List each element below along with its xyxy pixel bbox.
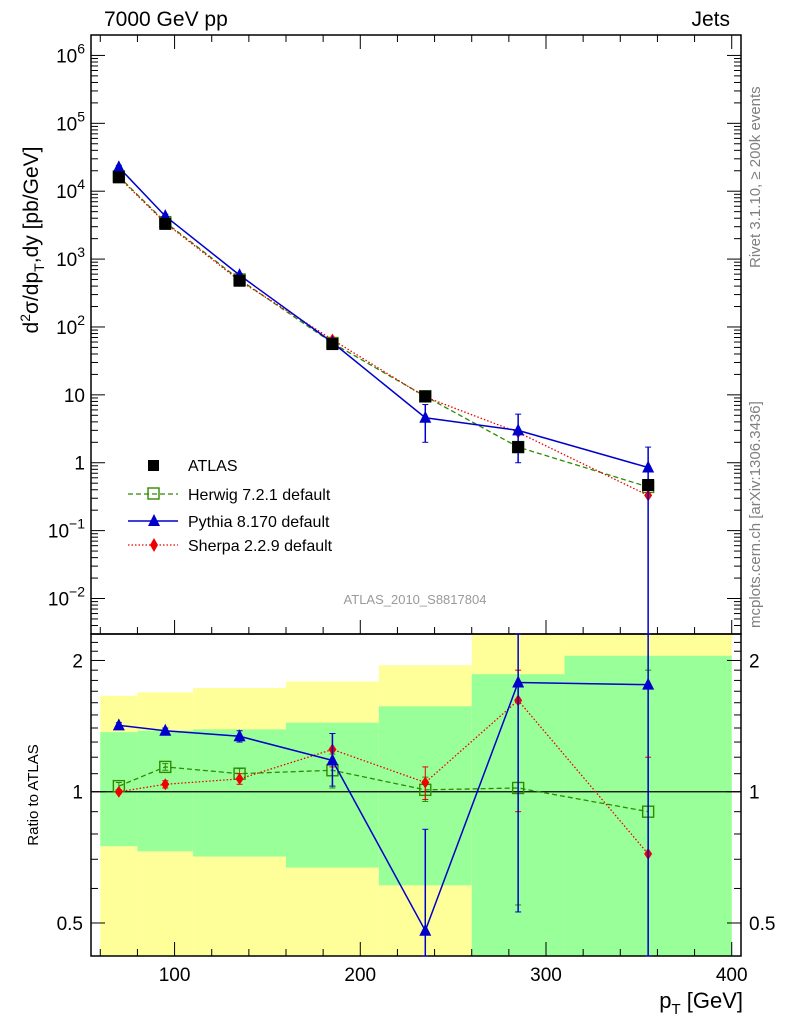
herwig-point xyxy=(159,760,172,774)
ratio-y-axis-title: Ratio to ATLAS xyxy=(25,744,42,845)
ratio-y-tick-label-left: 2 xyxy=(72,651,83,672)
ratio-y-tick-label-right: 0.5 xyxy=(749,914,775,935)
ratio-y-tick-label-right: 1 xyxy=(749,783,760,804)
main-y-tick-label: 1 xyxy=(74,454,85,475)
legend: ATLAS Herwig 7.2.1 default Pythia 8.170 … xyxy=(128,458,333,555)
main-y-tick-label: 10−2 xyxy=(48,584,85,611)
x-axis-title: pT [GeV] xyxy=(659,988,743,1018)
pythia-point xyxy=(512,423,525,436)
pythia-point xyxy=(512,675,525,688)
pythia-point xyxy=(159,723,172,736)
ratio-plot-frame xyxy=(90,633,742,957)
main-y-tick-label: 103 xyxy=(56,244,85,271)
atlas-data-point xyxy=(642,478,655,491)
pythia-point xyxy=(419,410,432,423)
legend-sherpa-marker xyxy=(150,538,158,552)
main-y-tick-label: 105 xyxy=(56,108,85,135)
x-tick-label: 300 xyxy=(530,965,562,986)
main-y-tick-label: 10−1 xyxy=(48,516,85,543)
sherpa-point xyxy=(421,776,430,789)
ratio-y-axis: 0.5 0.5 1 1 2 2 xyxy=(57,641,775,935)
pythia-point xyxy=(112,718,125,731)
pythia-line xyxy=(118,166,649,469)
atlas-data-point xyxy=(326,338,339,351)
main-y-tick-label: 10 xyxy=(64,386,85,407)
ratio-series-layer xyxy=(112,633,655,957)
main-y-tick-label: 102 xyxy=(56,312,85,339)
legend-pythia-label: Pythia 8.170 default xyxy=(188,514,330,531)
band-inner-bin xyxy=(137,730,194,852)
header-observable-label: Jets xyxy=(691,8,730,31)
x-tick-label: 100 xyxy=(159,965,191,986)
sherpa-point xyxy=(235,772,244,785)
pythia-point xyxy=(233,729,246,742)
legend-atlas-marker xyxy=(148,460,159,471)
atlas-data-point xyxy=(159,217,172,230)
pythia-point xyxy=(326,753,339,766)
band-inner-bin xyxy=(193,729,286,857)
legend-sherpa-label: Sherpa 2.2.9 default xyxy=(188,538,333,555)
atlas-data-point xyxy=(233,274,246,287)
pythia-point xyxy=(419,923,432,936)
x-tick-label: 200 xyxy=(344,965,376,986)
ratio-y-tick-label-left: 0.5 xyxy=(57,914,83,935)
x-axis: 100 200 300 400 xyxy=(99,35,748,986)
ratio-y-tick-label-left: 1 xyxy=(72,783,83,804)
ratio-y-tick-label-right: 2 xyxy=(749,651,760,672)
pythia-point xyxy=(642,677,655,690)
pythia-point xyxy=(112,160,125,173)
sherpa-point xyxy=(114,785,123,798)
legend-atlas-label: ATLAS xyxy=(188,458,238,475)
main-y-tick-label: 106 xyxy=(56,40,85,67)
main-y-axis-title: d2σ/dpT,dy [pb/GeV] xyxy=(17,147,47,334)
sherpa-point xyxy=(161,778,170,791)
main-y-axis: 10−2 10−1 1 10 102 103 104 105 106 xyxy=(48,34,741,635)
analysis-id-watermark: ATLAS_2010_S8817804 xyxy=(344,592,487,607)
legend-herwig-marker xyxy=(147,487,160,500)
atlas-data-point xyxy=(419,390,432,403)
atlas-data-point xyxy=(112,171,125,184)
atlas-data-point xyxy=(512,441,525,454)
sherpa-line xyxy=(118,176,649,497)
main-series-layer xyxy=(112,160,655,635)
header-process-label: 7000 GeV pp xyxy=(104,8,228,31)
x-tick-label: 400 xyxy=(716,965,748,986)
ratio-uncertainty-bands xyxy=(100,634,732,956)
legend-herwig-label: Herwig 7.2.1 default xyxy=(188,487,331,504)
legend-pythia-marker xyxy=(148,514,160,526)
herwig-line xyxy=(118,175,649,488)
pythia-point xyxy=(642,460,655,473)
main-y-tick-label: 104 xyxy=(56,176,85,203)
